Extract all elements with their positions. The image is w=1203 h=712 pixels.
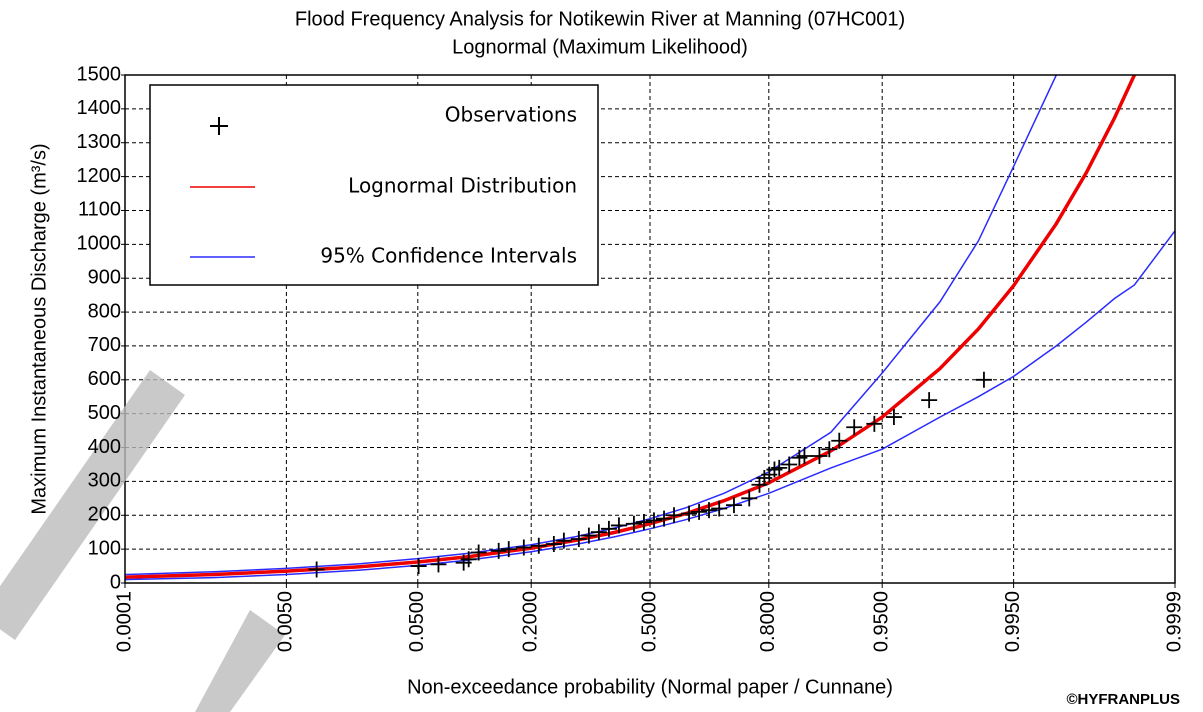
y-tick-label: 1100 (78, 199, 121, 221)
observation (691, 503, 708, 520)
observation (600, 520, 617, 537)
legend-label: Observations (445, 103, 577, 127)
observation (846, 419, 863, 436)
y-tick-label: 1200 (77, 165, 122, 187)
observation (490, 542, 507, 559)
overlay-stripe (0, 370, 185, 640)
observation (625, 515, 642, 532)
observation (500, 541, 517, 558)
x-tick-label: 0.2000 (519, 591, 541, 652)
observation (635, 514, 652, 531)
series-line (125, 75, 1057, 576)
observation (470, 544, 487, 561)
observation (666, 507, 683, 524)
observation (530, 537, 547, 554)
y-tick-label: 1400 (77, 97, 122, 119)
x-tick-label: 0.0001 (113, 591, 135, 652)
observation (711, 500, 728, 517)
chart-subtitle: Lognormal (Maximum Likelihood) (452, 36, 748, 58)
legend-box (149, 84, 599, 286)
observation (725, 497, 742, 514)
plot-frame (124, 74, 1176, 584)
y-tick-label: 200 (88, 504, 121, 526)
legend-label: 95% Confidence Intervals (320, 244, 577, 268)
y-tick-label: 900 (88, 266, 121, 288)
y-tick-label: 1500 (77, 63, 122, 85)
overlay-stripe (195, 610, 285, 712)
observation (681, 505, 698, 522)
x-tick-label: 0.8000 (757, 591, 779, 652)
observation (885, 409, 902, 426)
observation (796, 448, 813, 464)
observation (771, 459, 788, 476)
observation (781, 456, 798, 473)
observation (921, 392, 938, 409)
observation (700, 502, 717, 519)
y-tick-label: 100 (88, 537, 121, 559)
y-axis-label: Maximum Instantaneous Discharge (m³/s) (28, 143, 50, 514)
observation (610, 517, 627, 534)
x-axis-label: Non-exceedance probability (Normal paper… (407, 676, 893, 698)
legend: Observations Lognormal Distribution 95% … (149, 84, 599, 286)
x-tick-label: 0.9950 (1002, 591, 1024, 652)
observation (410, 558, 427, 575)
watermark: ©HYFRANPLUS (1066, 691, 1180, 708)
observation (866, 415, 883, 432)
legend-marker (210, 117, 228, 135)
observation (570, 530, 587, 547)
x-tick-label: 0.5000 (638, 591, 660, 652)
observation (590, 524, 607, 541)
observation (555, 532, 572, 549)
y-tick-label: 600 (88, 368, 121, 390)
x-tick-label: 0.9500 (870, 591, 892, 652)
observation (460, 551, 477, 568)
x-tick-label: 0.9999 (1163, 591, 1185, 652)
observation (430, 556, 447, 573)
y-tick-label: 700 (88, 334, 121, 356)
observation (741, 490, 758, 507)
observation (515, 539, 532, 556)
chart-title: Flood Frequency Analysis for Notikewin R… (295, 8, 905, 30)
plot-lines (125, 75, 1175, 581)
legend-label: Lognormal Distribution (348, 174, 577, 198)
y-tick-label: 500 (88, 402, 121, 424)
observation (580, 527, 597, 544)
y-tick-label: 800 (88, 300, 121, 322)
y-tick-label: 400 (88, 436, 121, 458)
observation (545, 536, 562, 553)
observation (308, 561, 325, 578)
y-tick-label: 0 (110, 571, 121, 593)
series-line (125, 75, 1136, 579)
observation (645, 512, 662, 529)
observation (656, 510, 673, 527)
y-tick-label: 300 (88, 470, 121, 492)
observation (821, 441, 838, 458)
y-tick-label: 1000 (77, 233, 122, 255)
y-tick-label: 1300 (77, 131, 122, 153)
observation (811, 448, 828, 464)
x-tick-label: 0.0500 (406, 591, 428, 652)
x-tick-label: 0.0050 (275, 591, 297, 652)
observation (831, 432, 848, 449)
observation (975, 371, 992, 388)
